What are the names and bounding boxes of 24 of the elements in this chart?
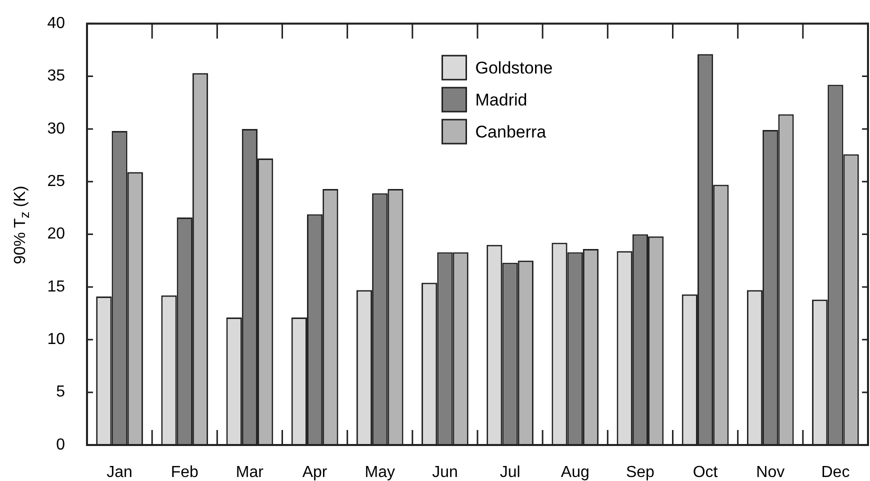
x-tick-label: Mar: [236, 464, 264, 481]
y-tick-label: 30: [47, 120, 66, 138]
x-tick-label: Dec: [821, 464, 850, 481]
y-tick-label: 20: [47, 226, 66, 243]
x-tick-label: Apr: [302, 464, 328, 481]
legend-label: Goldstone: [475, 58, 553, 78]
x-tick-label: Jun: [432, 464, 458, 481]
y-tick-label: 10: [47, 331, 66, 348]
x-tick-label: Sep: [626, 464, 655, 481]
x-tick-label: May: [364, 464, 395, 481]
y-tick-label: 35: [47, 68, 66, 85]
legend-label: Canberra: [475, 122, 547, 142]
x-tick-label: Oct: [692, 464, 718, 481]
x-tick-label: Feb: [170, 464, 199, 481]
x-tick-label: Jan: [106, 464, 132, 481]
x-tick-label: Nov: [756, 464, 785, 481]
x-tick-label: Jul: [500, 464, 520, 481]
y-tick-label: 0: [56, 436, 66, 454]
legend-label: Madrid: [475, 90, 528, 110]
y-tick-label: 15: [47, 278, 66, 296]
y-tick-label: 25: [47, 173, 66, 190]
y-tick-label: 40: [47, 15, 66, 32]
y-tick-label: 5: [56, 384, 66, 401]
x-tick-label: Aug: [560, 464, 590, 481]
